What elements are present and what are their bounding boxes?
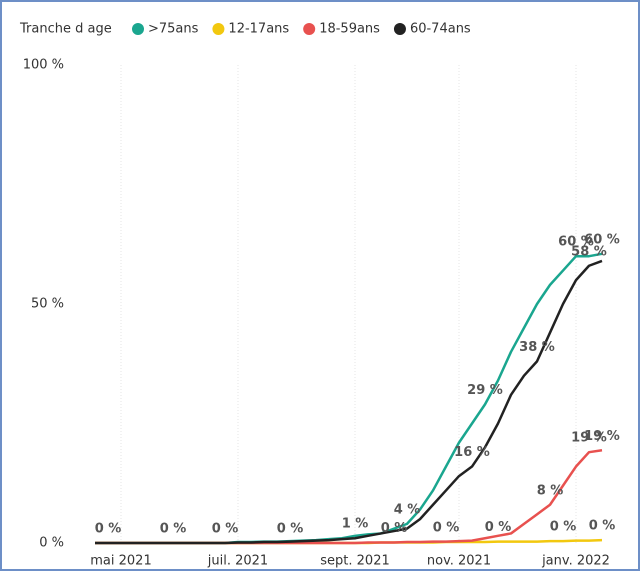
data-label: 0 % <box>485 520 512 535</box>
legend-marker <box>132 23 144 35</box>
legend-title: Tranche d age <box>19 22 112 37</box>
data-label: 0 % <box>95 522 122 537</box>
data-label: 0 % <box>212 522 239 537</box>
data-label: 0 % <box>589 519 616 534</box>
legend-label: 18-59ans <box>319 22 380 37</box>
legend-marker <box>212 23 225 35</box>
legend-label: 60-74ans <box>410 22 471 37</box>
data-label: 1 % <box>342 517 369 532</box>
legend-label: >75ans <box>148 22 199 37</box>
legend-label: 12-17ans <box>228 22 289 37</box>
data-label: 38 % <box>519 340 555 355</box>
data-label: 4 % <box>394 502 421 517</box>
x-tick-label: nov. 2021 <box>427 554 491 569</box>
x-tick-label: mai 2021 <box>90 554 151 569</box>
data-label: 19 % <box>571 431 607 446</box>
x-tick-label: sept. 2021 <box>320 554 389 569</box>
legend-marker <box>303 23 316 35</box>
data-label: 8 % <box>537 483 564 498</box>
data-label: 29 % <box>467 383 503 398</box>
y-tick-label: 100 % <box>23 58 64 73</box>
data-label: 60 % <box>584 232 620 247</box>
x-tick-label: janv. 2022 <box>541 554 610 569</box>
data-label: 0 % <box>160 522 187 537</box>
data-label: 0 % <box>277 522 304 537</box>
data-label: 58 % <box>571 244 607 259</box>
y-tick-label: 0 % <box>39 536 64 551</box>
data-label: 60 % <box>558 235 594 250</box>
y-tick-label: 50 % <box>31 297 64 312</box>
data-label: 0 % <box>381 521 408 536</box>
data-label: 19 % <box>584 429 620 444</box>
data-label: 0 % <box>550 520 577 535</box>
series-line <box>95 259 603 545</box>
data-label: 0 % <box>433 521 460 536</box>
data-label: 16 % <box>454 445 490 460</box>
x-tick-label: juil. 2021 <box>207 554 268 569</box>
legend-marker <box>393 23 406 35</box>
